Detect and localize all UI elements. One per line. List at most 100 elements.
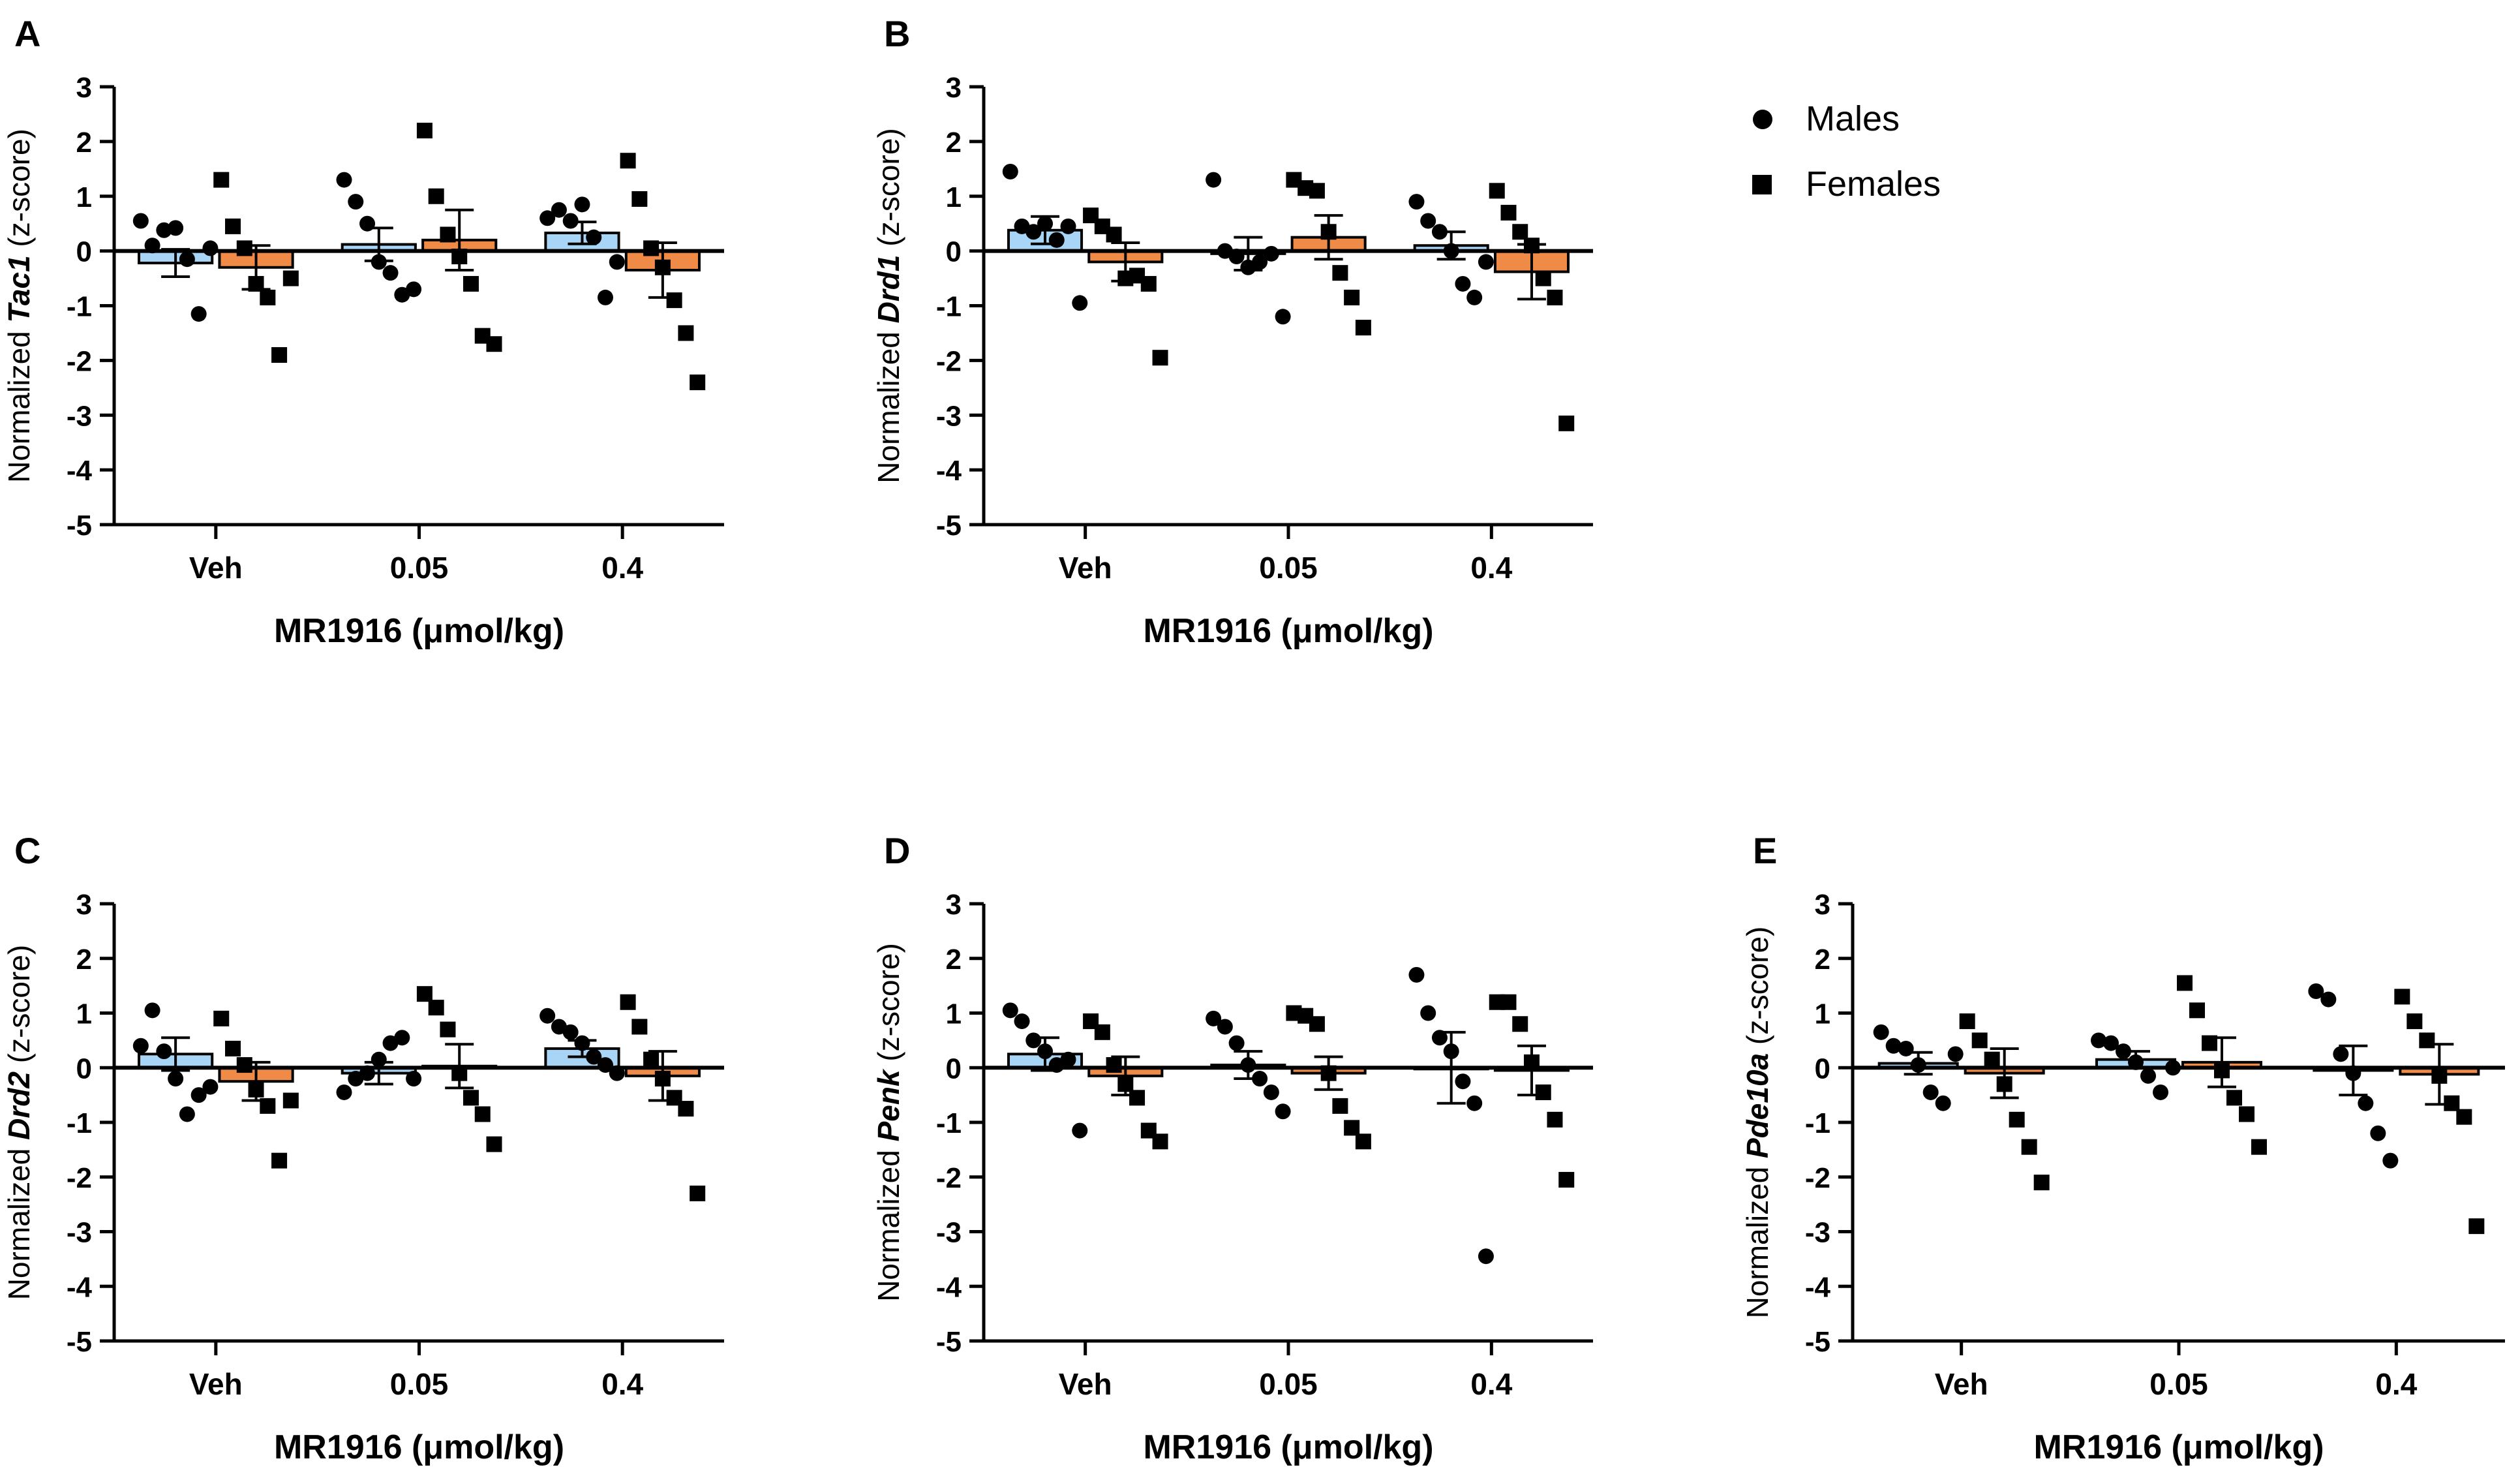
point-male [1072,1122,1088,1139]
y-tick-label: -2 [1805,1162,1830,1194]
point-female [236,240,252,256]
point-male [539,1008,556,1024]
point-female [1332,1098,1348,1114]
point-female [271,1152,288,1169]
point-female [1959,1013,1975,1030]
point-male [406,281,422,298]
point-female [1500,994,1517,1010]
point-male [1466,1095,1483,1111]
point-male [2370,1125,2386,1141]
y-tick-label: -1 [1805,1107,1830,1139]
point-male [2153,1084,2168,1100]
x-tick-label: Veh [189,1367,243,1401]
point-female [1344,289,1360,305]
point-male [1263,1084,1279,1100]
point-female [282,1092,299,1109]
y-tick-label: 2 [946,944,962,976]
x-tick-label: 0.4 [2375,1367,2417,1401]
point-female [1152,350,1168,366]
point-female [225,218,241,234]
point-female [1094,1024,1110,1040]
point-male [406,1071,422,1086]
y-tick-label: -4 [67,455,93,487]
point-male [1048,232,1065,248]
point-male [1252,254,1268,270]
y-tick-label: -4 [67,1271,93,1303]
y-tick-label: 2 [1815,944,1830,976]
y-tick-label: -3 [1805,1217,1830,1249]
point-male [597,289,613,305]
point-female [440,1021,456,1038]
point-male [574,196,590,213]
x-tick-label: 0.4 [1470,551,1512,585]
y-tick-label: -4 [936,1271,962,1303]
point-female [1489,183,1505,199]
x-tick-label: Veh [1059,551,1112,585]
point-female [1332,265,1348,281]
y-tick-label: -1 [936,291,962,323]
y-tick-label: -4 [1805,1271,1831,1303]
point-female [213,1010,230,1026]
point-male [394,286,410,303]
point-male [609,254,625,270]
y-tick-label: 1 [946,181,962,213]
point-female [1152,1133,1168,1150]
point-male [202,240,219,256]
y-axis-label: Normalized Penk (z-score) [872,943,905,1302]
panel-c: C -5 -4 -3 -2 -1 0 1 2 3 Normalized Drd2 (z-score)… [2,830,724,1466]
y-tick-label: -4 [936,455,962,487]
x-tick-label: 0.05 [390,551,449,585]
y-tick-label: 1 [946,998,962,1030]
y-tick-label: -3 [67,400,92,432]
y-tick-label: 3 [76,889,92,921]
point-male [2091,1032,2106,1049]
point-male [2333,1046,2349,1062]
point-female [1558,415,1575,431]
panel-letter: E [1753,830,1777,871]
y-tick-label: -1 [67,1107,92,1139]
panel-letter: A [14,13,40,54]
y-tick-label: 3 [76,72,92,104]
y-tick-label: 0 [76,236,92,268]
panel-letter: D [884,830,910,871]
point-female [2406,1013,2423,1030]
y-tick-label: 0 [1815,1053,1830,1085]
point-female [1140,275,1157,292]
y-tick-label: -5 [67,510,92,542]
point-female [1344,1120,1360,1136]
point-female [2033,1175,2050,1191]
point-male [1002,164,1018,180]
y-tick-label: -2 [67,345,92,377]
point-female [631,191,648,207]
point-male [1275,1103,1291,1120]
legend: Males Females [1752,99,1941,204]
y-tick-label: 0 [946,1053,962,1085]
point-female [1547,1111,1563,1128]
y-tick-label: 2 [76,127,92,159]
point-female [1535,270,1551,286]
panel-e: E -5 -4 -3 -2 -1 0 1 2 3 Normalized Pde10a (z-scor… [1740,830,2505,1466]
point-female [225,1040,241,1056]
point-female [2239,1106,2254,1122]
point-male [190,306,207,322]
point-male [1420,213,1436,229]
point-male [1217,1019,1233,1035]
point-male [168,220,184,236]
point-female [1512,1016,1528,1032]
point-male [1206,172,1222,188]
point-male [2103,1035,2119,1051]
panel-letter: C [14,830,40,871]
x-axis-label: MR1916 (μmol/kg) [1143,1428,1433,1466]
point-male [202,1079,219,1095]
point-female [1500,204,1517,221]
y-tick-label: 3 [1815,889,1830,921]
point-female [236,1057,252,1073]
y-tick-label: 1 [76,181,92,213]
point-male [2308,983,2324,999]
y-axis-label: Normalized Pde10a (z-score) [1740,927,1774,1319]
point-male [1408,966,1425,983]
y-tick-label: 1 [76,998,92,1030]
y-axis-label: Normalized Drd2 (z-score) [2,945,36,1300]
point-female [620,153,636,169]
